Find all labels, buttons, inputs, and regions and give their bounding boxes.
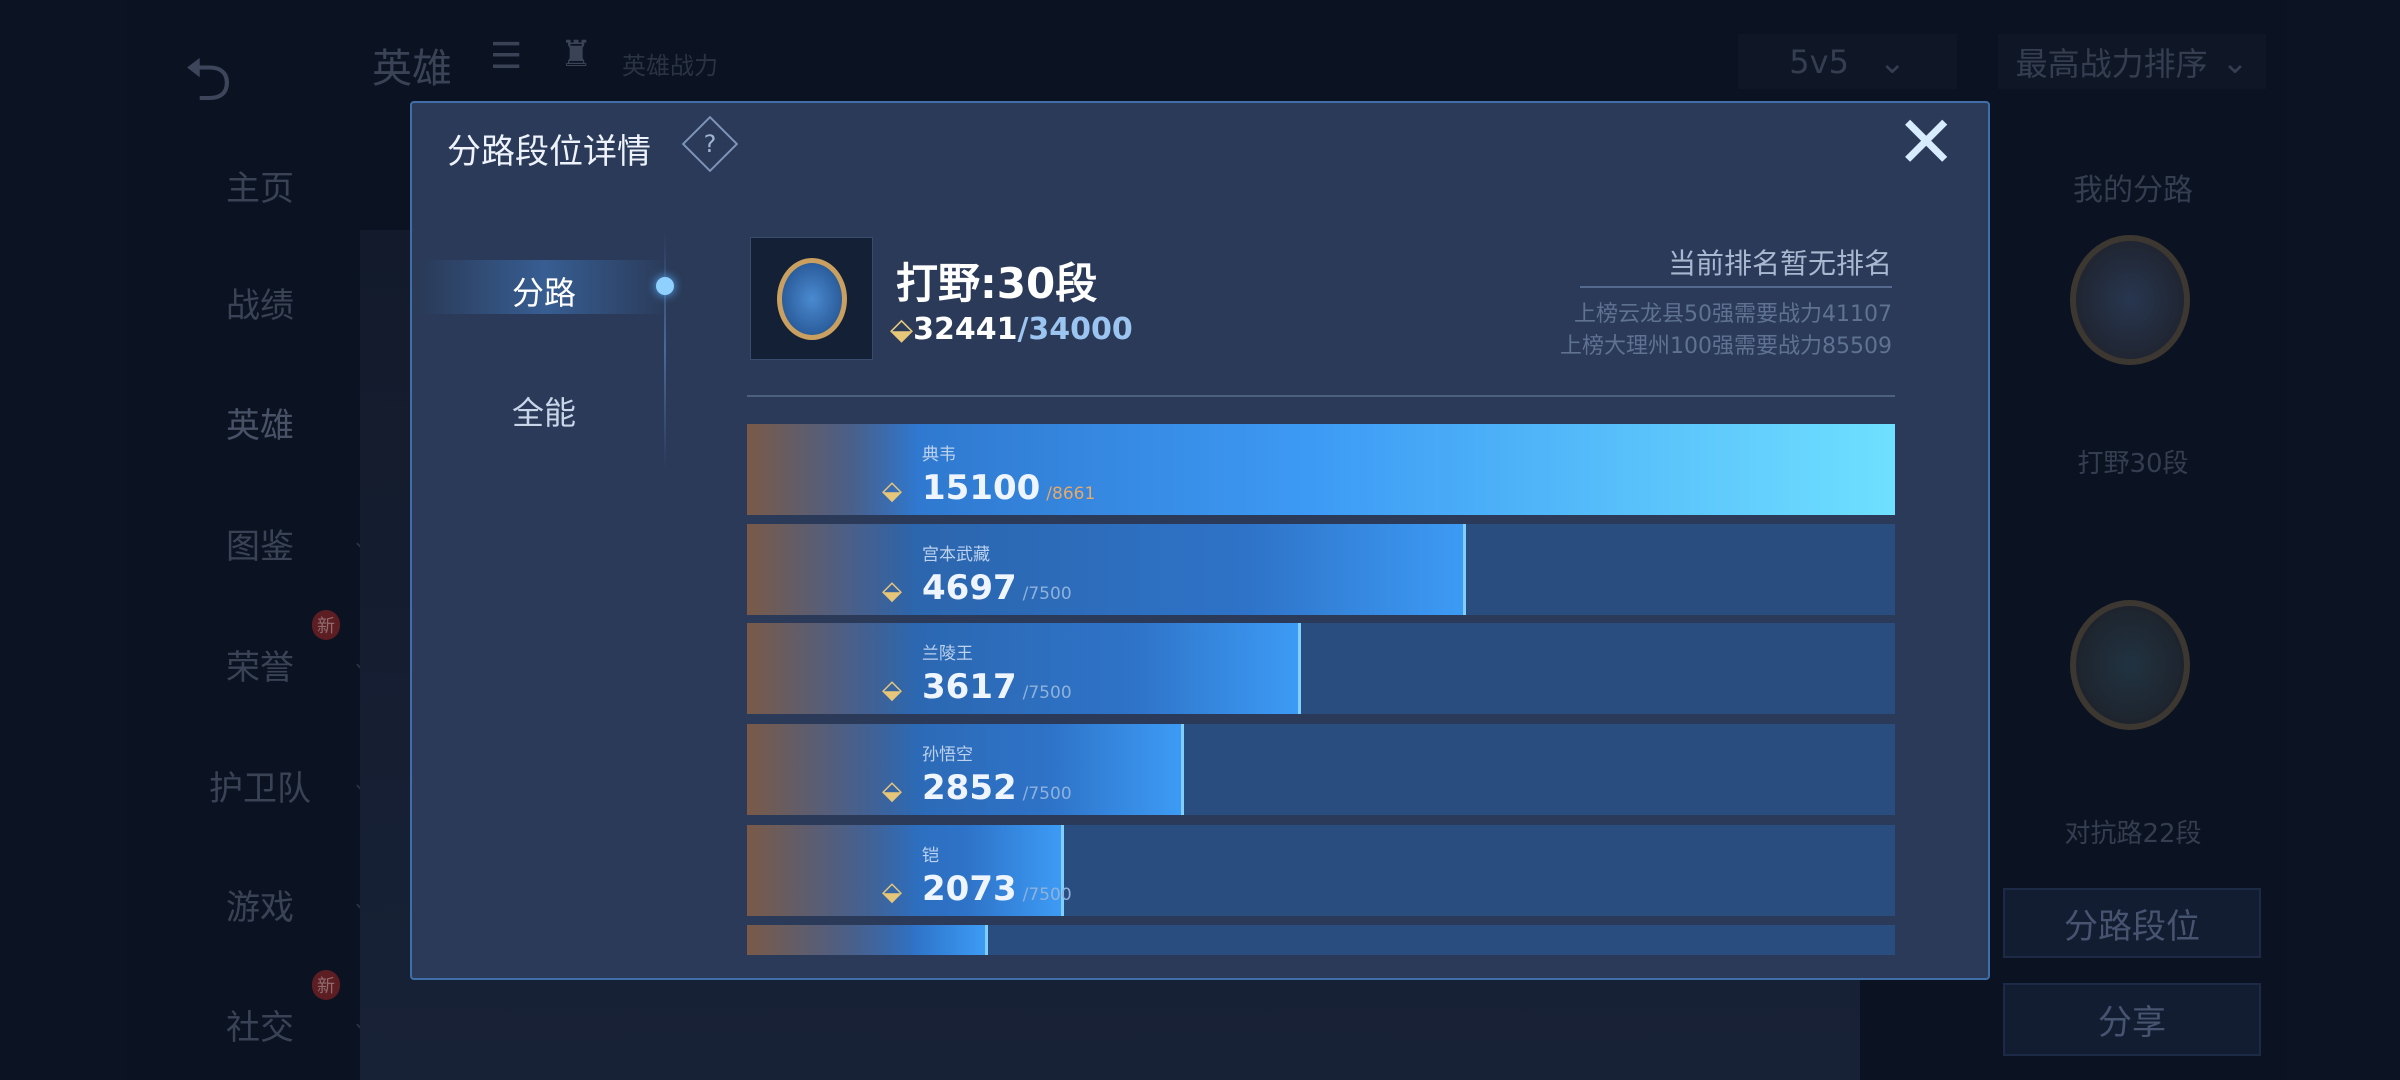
power-icon: ⬙ bbox=[882, 476, 902, 506]
hero-power: 4697/7500 bbox=[922, 568, 1072, 608]
hero-row[interactable]: 铠 ⬙ 2073/7500 bbox=[747, 825, 1895, 916]
county-requirement: 上榜云龙县50强需要战力41107 bbox=[1574, 302, 1892, 327]
hero-power-icon[interactable]: ♜ bbox=[560, 34, 593, 75]
hero-power: 15100/8661 bbox=[922, 468, 1095, 508]
lane-score: ⬙32441/34000 bbox=[890, 312, 1133, 347]
back-arrow-icon[interactable]: ⮌ bbox=[184, 45, 233, 115]
tab-label: 分路 bbox=[512, 274, 577, 312]
sidebar-item-label: 主页 bbox=[226, 169, 294, 209]
score-target: /34000 bbox=[1017, 312, 1133, 347]
hero-row[interactable]: 宫本武藏 ⬙ 4697/7500 bbox=[747, 524, 1895, 615]
sidebar-item[interactable]: 游戏⌄ bbox=[190, 880, 370, 929]
mode-value: 5v5 bbox=[1789, 42, 1849, 81]
chevron-down-icon: ⌄ bbox=[2221, 42, 2249, 81]
new-badge: 新 bbox=[312, 610, 340, 640]
hero-row[interactable]: 孙悟空 ⬙ 2852/7500 bbox=[747, 724, 1895, 815]
power-max: /7500 bbox=[1022, 584, 1072, 604]
page-title: 英雄 bbox=[372, 46, 452, 92]
sort-value: 最高战力排序 bbox=[2015, 44, 2208, 83]
lane-rank-button[interactable]: 分路段位 bbox=[2003, 888, 2261, 958]
rank-divider bbox=[1580, 286, 1892, 288]
rank-status: 当前排名暂无排名 bbox=[1667, 247, 1892, 280]
hero-portrait bbox=[747, 524, 917, 615]
power-max: /7500 bbox=[1022, 683, 1072, 703]
hero-row[interactable]: 兰陵王 ⬙ 3617/7500 bbox=[747, 623, 1895, 714]
lane-title: 打野:30段 bbox=[896, 259, 1098, 308]
prefecture-requirement: 上榜大理州100强需要战力85509 bbox=[1560, 334, 1892, 359]
power-icon: ⬙ bbox=[882, 576, 902, 606]
mode-dropdown[interactable]: 5v5 ⌄ bbox=[1738, 34, 1957, 89]
power-icon: ⬙ bbox=[882, 877, 902, 907]
list-icon[interactable]: ☰ bbox=[490, 36, 523, 77]
sidebar-item[interactable]: 荣誉⌄新 bbox=[190, 610, 370, 689]
sidebar-item-label: 社交 bbox=[226, 1008, 294, 1048]
sidebar-item-label: 英雄 bbox=[226, 406, 294, 446]
chevron-down-icon: ⌄ bbox=[1878, 42, 1906, 81]
clash-badge-icon bbox=[2070, 600, 2190, 730]
power-max: /7500 bbox=[1022, 784, 1072, 804]
new-badge: 新 bbox=[312, 970, 340, 1000]
power-max: /7500 bbox=[1022, 885, 1072, 905]
power-icon: ⬙ bbox=[882, 675, 902, 705]
hero-power-link[interactable]: 英雄战力 bbox=[622, 52, 718, 80]
hero-portrait bbox=[747, 424, 917, 515]
progress-fill bbox=[747, 424, 1895, 515]
sidebar-item-label: 荣誉 bbox=[226, 648, 294, 688]
sidebar-item-label: 图鉴 bbox=[226, 527, 294, 567]
power-value: 2073 bbox=[922, 869, 1017, 909]
modal-title: 分路段位详情 bbox=[447, 132, 651, 172]
power-icon: ⬙ bbox=[890, 312, 914, 347]
sidebar-item[interactable]: 英雄 bbox=[190, 398, 330, 447]
power-icon: ⬙ bbox=[882, 776, 902, 806]
sidebar-item-label: 游戏 bbox=[226, 888, 294, 928]
section-divider bbox=[747, 395, 1895, 397]
power-value: 3617 bbox=[922, 667, 1017, 707]
power-value: 4697 bbox=[922, 568, 1017, 608]
hero-name: 铠 bbox=[922, 846, 939, 866]
tab-divider bbox=[664, 230, 666, 470]
tab-indicator bbox=[656, 277, 674, 295]
sidebar-item[interactable]: 战绩 bbox=[190, 278, 330, 327]
hero-portrait bbox=[747, 925, 917, 955]
sidebar-item-label: 护卫队 bbox=[209, 769, 311, 809]
my-lanes-title: 我的分路 bbox=[2073, 173, 2193, 208]
hero-power: 3617/7500 bbox=[922, 667, 1072, 707]
hero-row[interactable]: 典韦 ⬙ 15100/8661 bbox=[747, 424, 1895, 515]
hero-row[interactable] bbox=[747, 925, 1895, 955]
hero-name: 宫本武藏 bbox=[922, 545, 990, 565]
jungle-badge-icon bbox=[2070, 235, 2190, 365]
lane1-label: 打野30段 bbox=[2077, 449, 2189, 479]
sidebar-item-label: 战绩 bbox=[226, 286, 294, 326]
hero-name: 兰陵王 bbox=[922, 644, 973, 664]
hero-power: 2852/7500 bbox=[922, 768, 1072, 808]
tab-allround[interactable]: 全能 bbox=[420, 380, 670, 434]
close-icon[interactable]: ✕ bbox=[1896, 100, 1957, 184]
hero-power: 2073/7500 bbox=[922, 869, 1072, 909]
hero-name: 典韦 bbox=[922, 445, 956, 465]
share-button[interactable]: 分享 bbox=[2003, 983, 2261, 1056]
sidebar-item[interactable]: 主页 bbox=[190, 161, 330, 210]
sidebar-item[interactable]: 社交⌄新 bbox=[190, 970, 370, 1049]
lane-badge-icon bbox=[750, 237, 873, 360]
hero-portrait bbox=[747, 724, 917, 815]
hero-portrait bbox=[747, 623, 917, 714]
sort-dropdown[interactable]: 最高战力排序 ⌄ bbox=[1998, 34, 2266, 89]
score-value: 32441 bbox=[913, 312, 1018, 347]
power-max: /8661 bbox=[1046, 484, 1096, 504]
hero-name: 孙悟空 bbox=[922, 745, 973, 765]
hero-portrait bbox=[747, 825, 917, 916]
tab-label: 全能 bbox=[512, 394, 577, 432]
lane2-label: 对抗路22段 bbox=[2064, 819, 2202, 849]
power-value: 2852 bbox=[922, 768, 1017, 808]
power-value: 15100 bbox=[922, 468, 1041, 508]
tab-lane[interactable]: 分路 bbox=[420, 260, 670, 314]
